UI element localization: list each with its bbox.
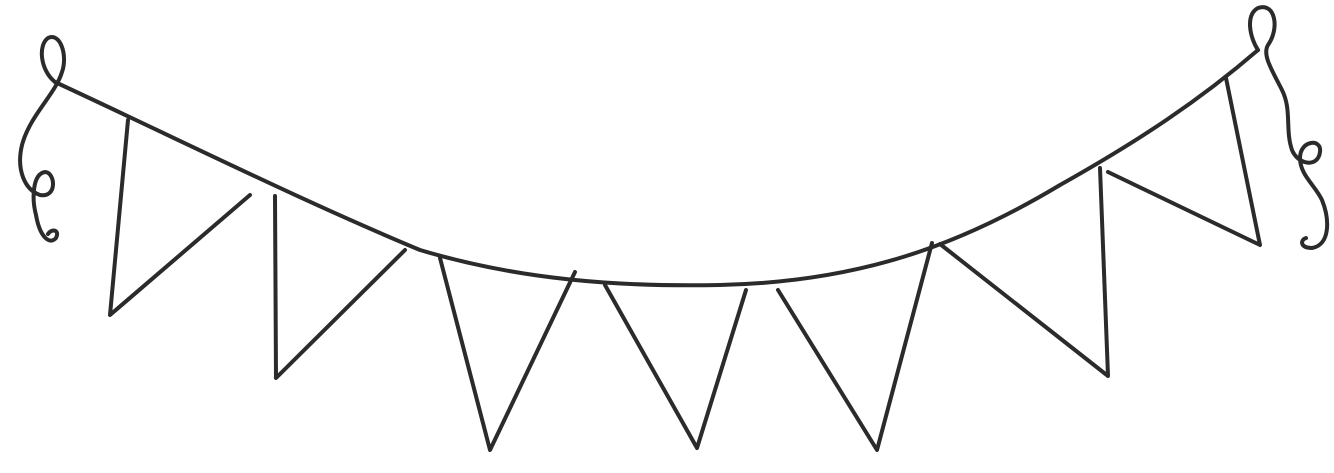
- pennant: [438, 256, 577, 452]
- pennant: [108, 118, 252, 317]
- pennant: [1106, 76, 1262, 247]
- pennant: [938, 166, 1110, 378]
- string: [53, 48, 1260, 288]
- right-curl: [1248, 5, 1330, 250]
- pennant: [273, 194, 407, 380]
- pennant: [603, 283, 748, 450]
- pennant: [776, 241, 934, 452]
- left-curl: [18, 35, 67, 243]
